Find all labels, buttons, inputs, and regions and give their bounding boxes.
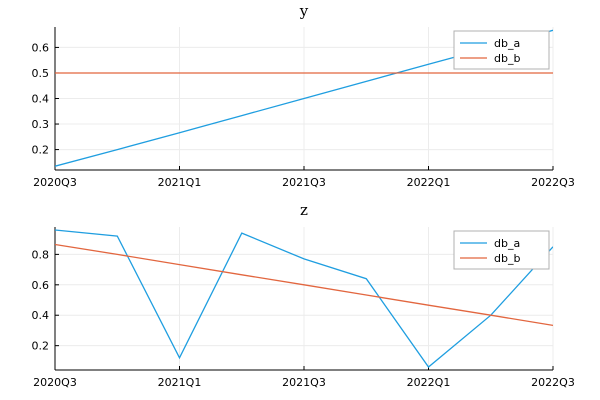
y-tick-label: 0.8 xyxy=(32,248,50,261)
y-tick-label: 0.2 xyxy=(32,340,50,353)
legend-label-db-a: db_a xyxy=(494,37,520,50)
legend-label-db-a: db_a xyxy=(494,237,520,250)
legend-label-db-b: db_b xyxy=(494,52,520,65)
panel-y: y 2020Q3 2021Q1 2021Q3 2022Q1 2022Q3 0.2 0.3 0.4… xyxy=(32,2,575,189)
x-tick-label: 2021Q1 xyxy=(158,176,202,189)
panel-z-title: z xyxy=(300,201,308,219)
panel-z: z 2020Q3 2021Q1 2021Q3 2022Q1 2022Q3 0.2 0.4 0.6… xyxy=(32,201,575,389)
panel-y-title: y xyxy=(299,2,309,20)
y-tick-label: 0.5 xyxy=(32,67,50,80)
x-tick-label: 2022Q3 xyxy=(531,176,575,189)
x-tick-label: 2021Q1 xyxy=(158,376,202,389)
panel-z-legend: db_a db_b xyxy=(453,230,550,270)
x-tick-label: 2021Q3 xyxy=(282,176,326,189)
x-tick-label: 2022Q1 xyxy=(407,176,451,189)
y-tick-label: 0.3 xyxy=(32,118,50,131)
series-line-db-b xyxy=(55,243,553,327)
x-tick-label: 2022Q3 xyxy=(531,376,575,389)
x-tick-label: 2020Q3 xyxy=(33,176,77,189)
legend-box xyxy=(453,30,550,70)
y-tick-label: 0.6 xyxy=(32,41,50,54)
legend-box xyxy=(453,230,550,270)
series-line-db-a xyxy=(55,229,553,368)
y-tick-label: 0.4 xyxy=(32,309,50,322)
y-tick-label: 0.2 xyxy=(32,144,50,157)
y-tick-label: 0.6 xyxy=(32,279,50,292)
x-tick-label: 2020Q3 xyxy=(33,376,77,389)
x-tick-label: 2022Q1 xyxy=(407,376,451,389)
x-tick-label: 2021Q3 xyxy=(282,376,326,389)
y-tick-label: 0.4 xyxy=(32,93,50,106)
panel-y-legend: db_a db_b xyxy=(453,30,550,70)
legend-label-db-b: db_b xyxy=(494,252,520,265)
